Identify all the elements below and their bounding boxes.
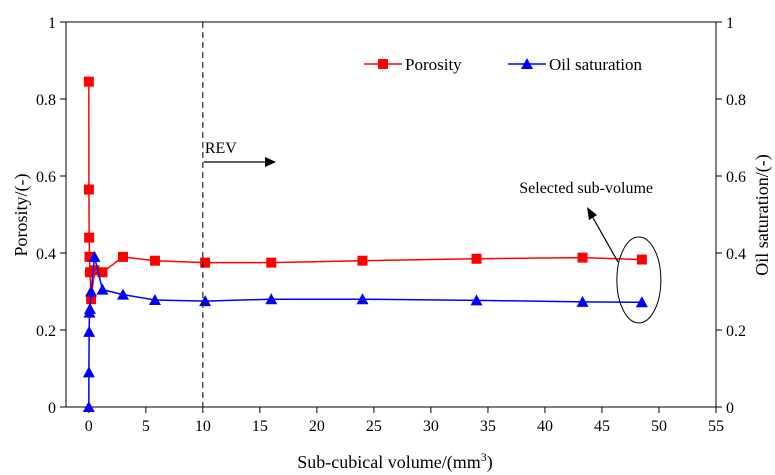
x-tick-label: 30 xyxy=(423,418,439,435)
oil-saturation-line xyxy=(88,256,642,408)
x-tick-label: 0 xyxy=(85,418,93,435)
oil-saturation-point xyxy=(265,293,278,305)
x-tick-label: 45 xyxy=(594,418,610,435)
oil-saturation-point xyxy=(83,325,96,337)
porosity-point xyxy=(636,254,647,265)
x-tick-label: 50 xyxy=(651,418,667,435)
oil-saturation-point xyxy=(199,295,212,307)
tick-layer: 0 5 10 15 20 25 30 35 40 45 50 550 00.2 0.20.4 0.40.6 0… xyxy=(36,15,746,435)
porosity-point xyxy=(577,252,588,263)
oil-saturation-point xyxy=(85,285,98,297)
legend: Porosity Oil saturation xyxy=(364,55,643,74)
annotation-layer: REV Selected sub-volume xyxy=(202,22,662,407)
porosity-point xyxy=(97,267,108,278)
rev-label: REV xyxy=(205,140,237,157)
plot-border xyxy=(65,21,717,408)
oil-saturation-point xyxy=(96,283,109,295)
oil-saturation-point xyxy=(356,293,369,305)
legend-porosity-marker xyxy=(378,59,388,69)
porosity-point xyxy=(83,76,94,87)
oil-saturation-point xyxy=(82,366,95,378)
porosity-point xyxy=(83,184,94,195)
selected-arrow-head xyxy=(587,207,597,220)
x-tick-label: 20 xyxy=(309,418,325,435)
y-tick-label: 0.2 xyxy=(36,323,56,340)
oil-saturation-point xyxy=(82,401,95,412)
porosity-point xyxy=(266,257,277,268)
y-tick-label: 0 xyxy=(48,400,56,417)
y2-tick-label: 0.2 xyxy=(726,323,746,340)
x-tick-label: 25 xyxy=(366,418,382,435)
x-tick-label: 35 xyxy=(480,418,496,435)
series-layer xyxy=(82,76,648,412)
y2-tick-label: 0.8 xyxy=(726,92,746,109)
rev-arrow-head xyxy=(265,157,276,167)
y-axis-title: Porosity/(-) xyxy=(11,173,32,256)
y-tick-label: 0.4 xyxy=(36,246,56,263)
porosity-point xyxy=(84,232,95,243)
y-tick-label: 1 xyxy=(48,15,56,32)
oil-saturation-point xyxy=(576,295,589,307)
plot-area xyxy=(65,21,717,408)
x-tick-label: 10 xyxy=(195,418,211,435)
oil-saturation-point xyxy=(83,302,96,314)
oil-saturation-point xyxy=(635,296,648,308)
y2-tick-label: 1 xyxy=(726,15,734,32)
oil-saturation-point xyxy=(470,294,483,306)
legend-porosity-label: Porosity xyxy=(405,55,462,74)
porosity-point xyxy=(200,257,211,268)
porosity-point xyxy=(118,251,129,262)
y-tick-label: 0.8 xyxy=(36,92,56,109)
oil-saturation-point xyxy=(117,288,130,300)
legend-oil-label: Oil saturation xyxy=(549,55,643,74)
y2-tick-label: 0 xyxy=(726,400,734,417)
x-axis-title-sup: 3 xyxy=(481,450,487,464)
y2-tick-label: 0.4 xyxy=(726,246,746,263)
x-tick-label: 15 xyxy=(252,418,268,435)
x-tick-label: 55 xyxy=(708,418,724,435)
y-tick-label: 0.6 xyxy=(36,169,56,186)
legend-oil-marker xyxy=(521,58,533,69)
x-axis-title: Sub-cubical volume/(mm3) xyxy=(297,450,492,473)
porosity-point xyxy=(89,265,100,276)
y2-axis-title: Oil saturation/(-) xyxy=(752,154,773,275)
oil-saturation-point xyxy=(88,250,101,262)
selected-sub-volume-ellipse xyxy=(616,236,662,324)
selected-arrow-shaft xyxy=(591,215,619,263)
porosity-point xyxy=(357,255,368,266)
porosity-line xyxy=(88,81,642,300)
oil-saturation-point xyxy=(148,293,161,305)
y2-tick-label: 0.6 xyxy=(726,169,746,186)
porosity-point xyxy=(471,253,482,264)
selected-sub-volume-label: Selected sub-volume xyxy=(519,180,653,197)
porosity-point xyxy=(149,255,160,266)
x-tick-label: 40 xyxy=(537,418,553,435)
porosity-point xyxy=(84,251,95,262)
x-tick-label: 5 xyxy=(142,418,150,435)
